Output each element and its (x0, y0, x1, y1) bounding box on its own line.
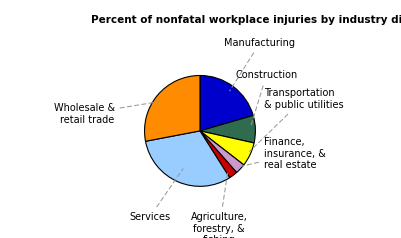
Wedge shape (200, 131, 237, 178)
Text: Construction: Construction (235, 70, 298, 127)
Wedge shape (200, 75, 253, 131)
Text: Transportation
& public utilities: Transportation & public utilities (249, 88, 344, 151)
Wedge shape (200, 115, 255, 143)
Wedge shape (200, 131, 244, 173)
Wedge shape (200, 131, 254, 165)
Text: Percent of nonfatal workplace injuries by industry division, 2002: Percent of nonfatal workplace injuries b… (91, 15, 401, 25)
Wedge shape (146, 131, 230, 186)
Text: Finance,
insurance, &
real estate: Finance, insurance, & real estate (241, 137, 326, 170)
Text: Manufacturing: Manufacturing (225, 38, 296, 91)
Wedge shape (144, 75, 200, 141)
Text: Wholesale &
retail trade: Wholesale & retail trade (54, 101, 161, 125)
Text: Services: Services (129, 169, 183, 222)
Text: Agriculture,
forestry, &
fishing: Agriculture, forestry, & fishing (191, 171, 247, 238)
